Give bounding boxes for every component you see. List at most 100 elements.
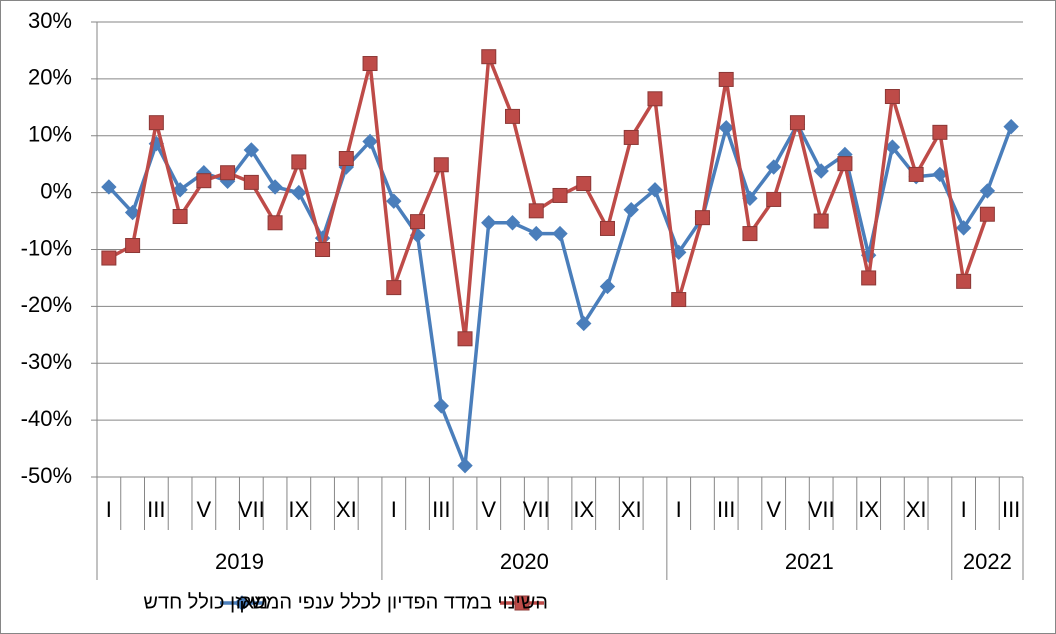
point bbox=[504, 215, 521, 231]
point bbox=[813, 213, 829, 229]
point bbox=[813, 163, 829, 179]
x-tick-label: IX bbox=[573, 497, 594, 522]
x-tick-label: IX bbox=[288, 497, 309, 522]
point bbox=[955, 220, 972, 236]
x-tick-label: XI bbox=[621, 497, 642, 522]
point bbox=[243, 174, 259, 190]
x-group-label: 2019 bbox=[215, 549, 264, 574]
point bbox=[124, 204, 141, 221]
point bbox=[979, 206, 995, 222]
y-tick-label: 20% bbox=[28, 65, 72, 90]
point bbox=[908, 166, 924, 182]
point bbox=[956, 273, 972, 289]
point bbox=[671, 292, 687, 308]
x-group-label: 2022 bbox=[963, 549, 1012, 574]
point bbox=[718, 120, 734, 136]
point bbox=[576, 315, 592, 332]
point bbox=[338, 151, 354, 166]
x-tick-label: I bbox=[676, 497, 682, 522]
point bbox=[457, 457, 473, 474]
point bbox=[528, 225, 544, 242]
point bbox=[386, 280, 402, 296]
point bbox=[766, 191, 782, 207]
point bbox=[291, 154, 307, 170]
point bbox=[196, 173, 212, 189]
point bbox=[623, 129, 639, 145]
x-tick-label: III bbox=[432, 497, 450, 522]
point bbox=[315, 242, 331, 257]
x-tick-label: V bbox=[197, 497, 212, 522]
point bbox=[979, 183, 996, 199]
point bbox=[220, 165, 236, 181]
point bbox=[172, 182, 188, 198]
series bbox=[101, 49, 995, 347]
point bbox=[457, 331, 473, 347]
point bbox=[742, 226, 758, 242]
legend-label: מאזן כולל חדש bbox=[143, 591, 268, 613]
x-tick-label: V bbox=[766, 497, 781, 522]
y-tick-label: 10% bbox=[28, 122, 72, 147]
x-tick-label: VII bbox=[238, 497, 265, 522]
x-tick-label: I bbox=[106, 497, 112, 522]
point bbox=[884, 89, 900, 105]
point bbox=[362, 133, 378, 150]
point bbox=[552, 225, 568, 242]
point bbox=[599, 278, 616, 295]
x-tick-label: III bbox=[147, 497, 165, 522]
point bbox=[433, 157, 449, 173]
x-tick-label: VII bbox=[523, 497, 550, 522]
point bbox=[718, 71, 734, 87]
point bbox=[481, 215, 497, 231]
point bbox=[765, 159, 782, 175]
point bbox=[101, 179, 117, 195]
point bbox=[552, 187, 568, 203]
x-tick-label: III bbox=[717, 497, 735, 522]
x-tick-label: IX bbox=[858, 497, 879, 522]
legend-marker bbox=[234, 595, 250, 611]
point bbox=[125, 238, 141, 254]
point bbox=[101, 250, 117, 266]
point bbox=[267, 215, 283, 231]
legend-marker bbox=[514, 595, 530, 611]
x-tick-label: V bbox=[481, 497, 496, 522]
x-tick-label: XI bbox=[336, 497, 357, 522]
point bbox=[837, 156, 853, 172]
x-tick-label: XI bbox=[906, 497, 927, 522]
y-tick-label: -40% bbox=[21, 406, 72, 431]
x-tick-label: III bbox=[1002, 497, 1020, 522]
point bbox=[267, 179, 283, 195]
legend-label: השינוי במדד הפדיון לכלל ענפי המשק bbox=[239, 591, 548, 613]
point bbox=[576, 176, 592, 192]
x-tick-label: VII bbox=[808, 497, 835, 522]
y-tick-label: -10% bbox=[21, 235, 72, 260]
y-tick-label: 30% bbox=[28, 8, 72, 33]
point bbox=[386, 193, 402, 209]
y-tick-label: -50% bbox=[21, 463, 72, 488]
point bbox=[410, 214, 426, 230]
point bbox=[932, 124, 948, 140]
point bbox=[861, 270, 877, 286]
point bbox=[243, 142, 260, 158]
point bbox=[481, 49, 497, 65]
point bbox=[694, 210, 710, 226]
point bbox=[647, 182, 663, 198]
point bbox=[623, 201, 639, 218]
x-tick-label: I bbox=[961, 497, 967, 522]
y-tick-label: 0% bbox=[40, 178, 72, 203]
point bbox=[505, 108, 521, 124]
point bbox=[172, 209, 188, 225]
point bbox=[647, 91, 663, 107]
point bbox=[528, 203, 544, 219]
point bbox=[148, 115, 164, 131]
point bbox=[1003, 118, 1019, 135]
x-group-label: 2020 bbox=[500, 549, 549, 574]
point bbox=[291, 184, 307, 201]
point bbox=[362, 56, 378, 72]
point bbox=[789, 115, 805, 131]
x-tick-label: I bbox=[391, 497, 397, 522]
y-tick-label: -30% bbox=[21, 349, 72, 374]
x-group-label: 2021 bbox=[785, 549, 834, 574]
point bbox=[433, 398, 449, 414]
